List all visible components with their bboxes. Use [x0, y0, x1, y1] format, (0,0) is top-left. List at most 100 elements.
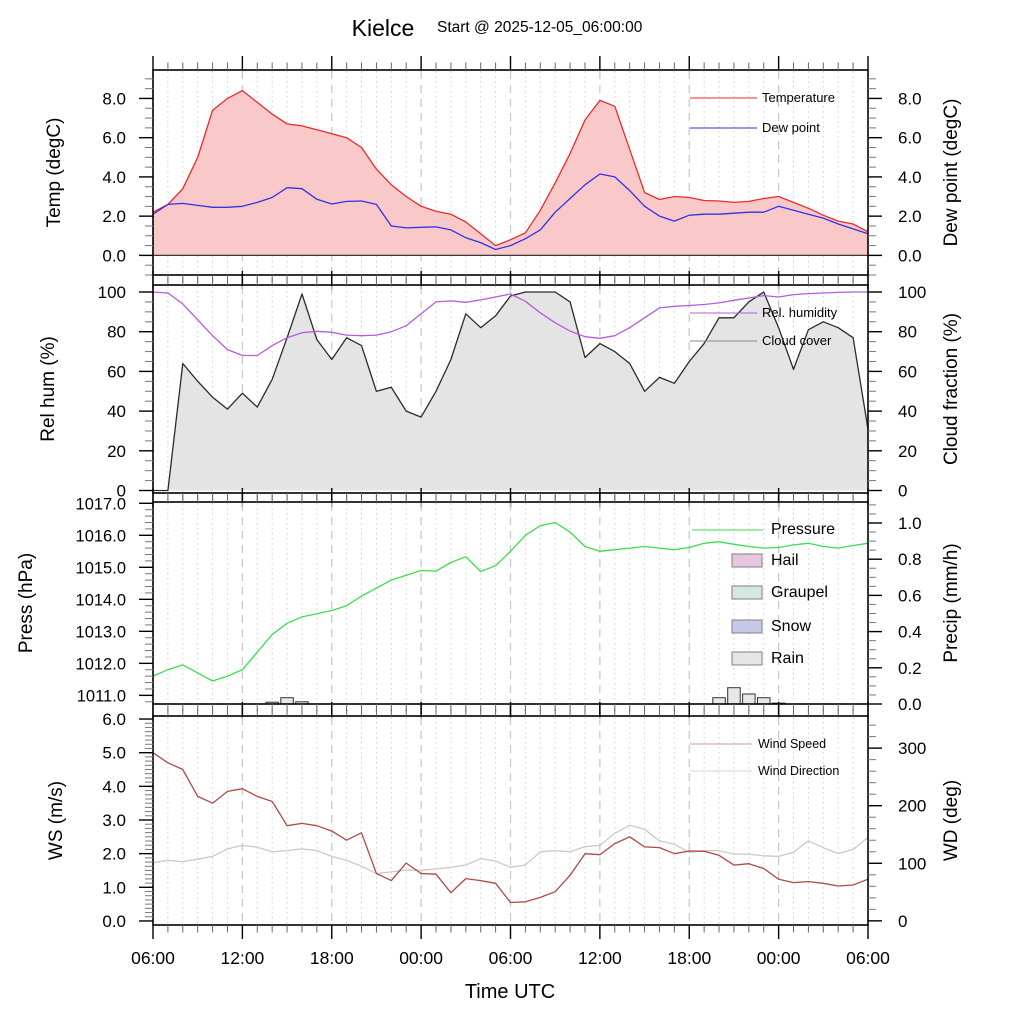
x-tick-label: 00:00 [399, 948, 443, 968]
legend-swatch-rain [731, 651, 763, 666]
x-tick-label: 06:00 [846, 948, 890, 968]
left-tick-label: 6.0 [102, 710, 126, 729]
left-axis-title-temperature: Temp (degC) [44, 118, 65, 228]
left-tick-label: 60 [107, 362, 126, 381]
fill-cloud-cover [153, 292, 868, 491]
rain-bar [742, 693, 756, 705]
legend-label: Wind Speed [758, 737, 826, 751]
left-tick-label: 100 [98, 283, 126, 302]
left-tick-label: 3.0 [102, 811, 126, 830]
left-axis-title-humidity-cloud: Rel hum (%) [38, 336, 59, 442]
chart-root: 0.0 2.0 4.0 6.0 8.0 0.0 2.0 4.0 6.0 8.0 Temp (degC… [16, 56, 962, 968]
legend-label: Temperature [762, 90, 835, 105]
legend-label: Pressure [771, 521, 835, 538]
right-tick-label: 0.6 [898, 586, 922, 605]
left-tick-label: 5.0 [102, 744, 126, 763]
right-axis-title-pressure-precip: Precip (mm/h) [941, 543, 962, 662]
left-tick-label: 1016.0 [76, 527, 126, 545]
right-tick-label: 6.0 [898, 129, 922, 148]
left-tick-label: 20 [107, 442, 126, 461]
series-wind-speed [152, 752, 869, 904]
right-axis-title-temperature: Dew point (degC) [941, 99, 962, 247]
legend-swatch-snow [731, 619, 763, 634]
left-tick-label: 0.0 [102, 246, 126, 265]
left-tick-label: 1012.0 [76, 655, 126, 673]
legend-label: Rel. humidity [762, 305, 838, 320]
left-tick-label: 1015.0 [76, 559, 126, 577]
x-tick-label: 18:00 [667, 948, 711, 968]
x-tick-label: 18:00 [310, 948, 354, 968]
right-tick-label: 100 [898, 854, 926, 873]
left-tick-label: 0.0 [102, 912, 126, 931]
legend-label: Rain [771, 650, 804, 667]
right-tick-label: 0.2 [898, 659, 922, 678]
series-temperature [152, 89, 869, 247]
left-tick-label: 2.0 [102, 207, 126, 226]
left-tick-label: 1011.0 [77, 687, 126, 705]
series-dew-point [152, 173, 869, 251]
left-tick-label: 0 [117, 481, 126, 500]
x-tick-label: 06:00 [131, 948, 175, 968]
panel-wind: 0.0 1.0 2.0 3.0 4.0 5.0 6.0 0 100 200 300 WS (m/s) W… [46, 702, 962, 939]
right-tick-label: 4.0 [898, 168, 922, 187]
series-cloud-cover [153, 291, 869, 492]
left-tick-label: 1013.0 [76, 623, 126, 641]
rain-bar [280, 697, 294, 705]
left-tick-label: 1017.0 [76, 495, 126, 513]
right-tick-label: 0.0 [898, 246, 922, 265]
x-tick-label: 12:00 [578, 948, 622, 968]
legend-label: Cloud cover [762, 333, 832, 348]
right-tick-label: 0 [898, 912, 907, 931]
legend-label: Snow [771, 618, 811, 635]
rain-bar [757, 697, 771, 705]
rain-bar [712, 697, 726, 705]
right-tick-label: 60 [898, 362, 917, 381]
panel-humidity-cloud: 0 20 40 60 80 100 0 20 40 60 80 100 Rel hum (%) Cloud… [38, 271, 962, 507]
left-tick-label: 4.0 [102, 777, 126, 796]
right-tick-label: 0.4 [898, 623, 922, 642]
right-tick-label: 0.0 [898, 695, 922, 714]
x-tick-label: 12:00 [221, 948, 265, 968]
legend-swatch-hail [731, 553, 763, 568]
left-tick-label: 80 [107, 323, 126, 342]
right-tick-label: 80 [898, 323, 917, 342]
x-axis-title: Time UTC [465, 981, 555, 1003]
right-tick-label: 200 [898, 797, 926, 816]
legend-label: Hail [771, 552, 799, 569]
legend-label: Graupel [771, 584, 828, 601]
right-tick-label: 20 [898, 442, 917, 461]
right-tick-label: 300 [898, 739, 926, 758]
right-axis-title-wind: WD (deg) [941, 780, 962, 861]
series-rel-humidity [152, 291, 868, 357]
left-tick-label: 40 [107, 402, 126, 421]
panel-temperature: 0.0 2.0 4.0 6.0 8.0 0.0 2.0 4.0 6.0 8.0 Temp (degC… [44, 56, 962, 289]
left-axis-title-wind: WS (m/s) [46, 781, 67, 860]
legend-pressure-precip: Pressure Hail Graupel Snow Rain [692, 521, 835, 667]
fill-temperature [153, 90, 868, 256]
right-tick-label: 40 [898, 402, 917, 421]
right-tick-label: 1.0 [898, 514, 922, 533]
right-tick-label: 0.8 [898, 550, 922, 569]
page-title: Kielce [352, 15, 415, 41]
right-tick-label: 2.0 [898, 207, 922, 226]
panel-pressure-precip: 1011.0 1012.0 1013.0 1014.0 1015.0 1016.0 1017… [16, 488, 962, 718]
legend-humidity-cloud: Rel. humidity Cloud cover [690, 305, 838, 348]
right-tick-label: 0 [898, 481, 907, 500]
series-pressure [152, 521, 869, 682]
left-tick-label: 2.0 [102, 845, 126, 864]
legend-label: Wind Direction [758, 764, 839, 778]
left-tick-label: 1.0 [102, 878, 126, 897]
right-tick-label: 8.0 [898, 89, 922, 108]
left-tick-label: 6.0 [102, 129, 126, 148]
legend-temperature: Temperature Dew point [690, 90, 835, 135]
left-tick-label: 8.0 [102, 89, 126, 108]
legend-label: Dew point [762, 120, 820, 135]
left-tick-label: 4.0 [102, 168, 126, 187]
x-tick-label: 00:00 [757, 948, 801, 968]
x-tick-label: 06:00 [489, 948, 533, 968]
right-axis-title-humidity-cloud: Cloud fraction (%) [941, 313, 962, 465]
rain-bar [727, 687, 741, 705]
left-tick-label: 1014.0 [76, 591, 126, 609]
